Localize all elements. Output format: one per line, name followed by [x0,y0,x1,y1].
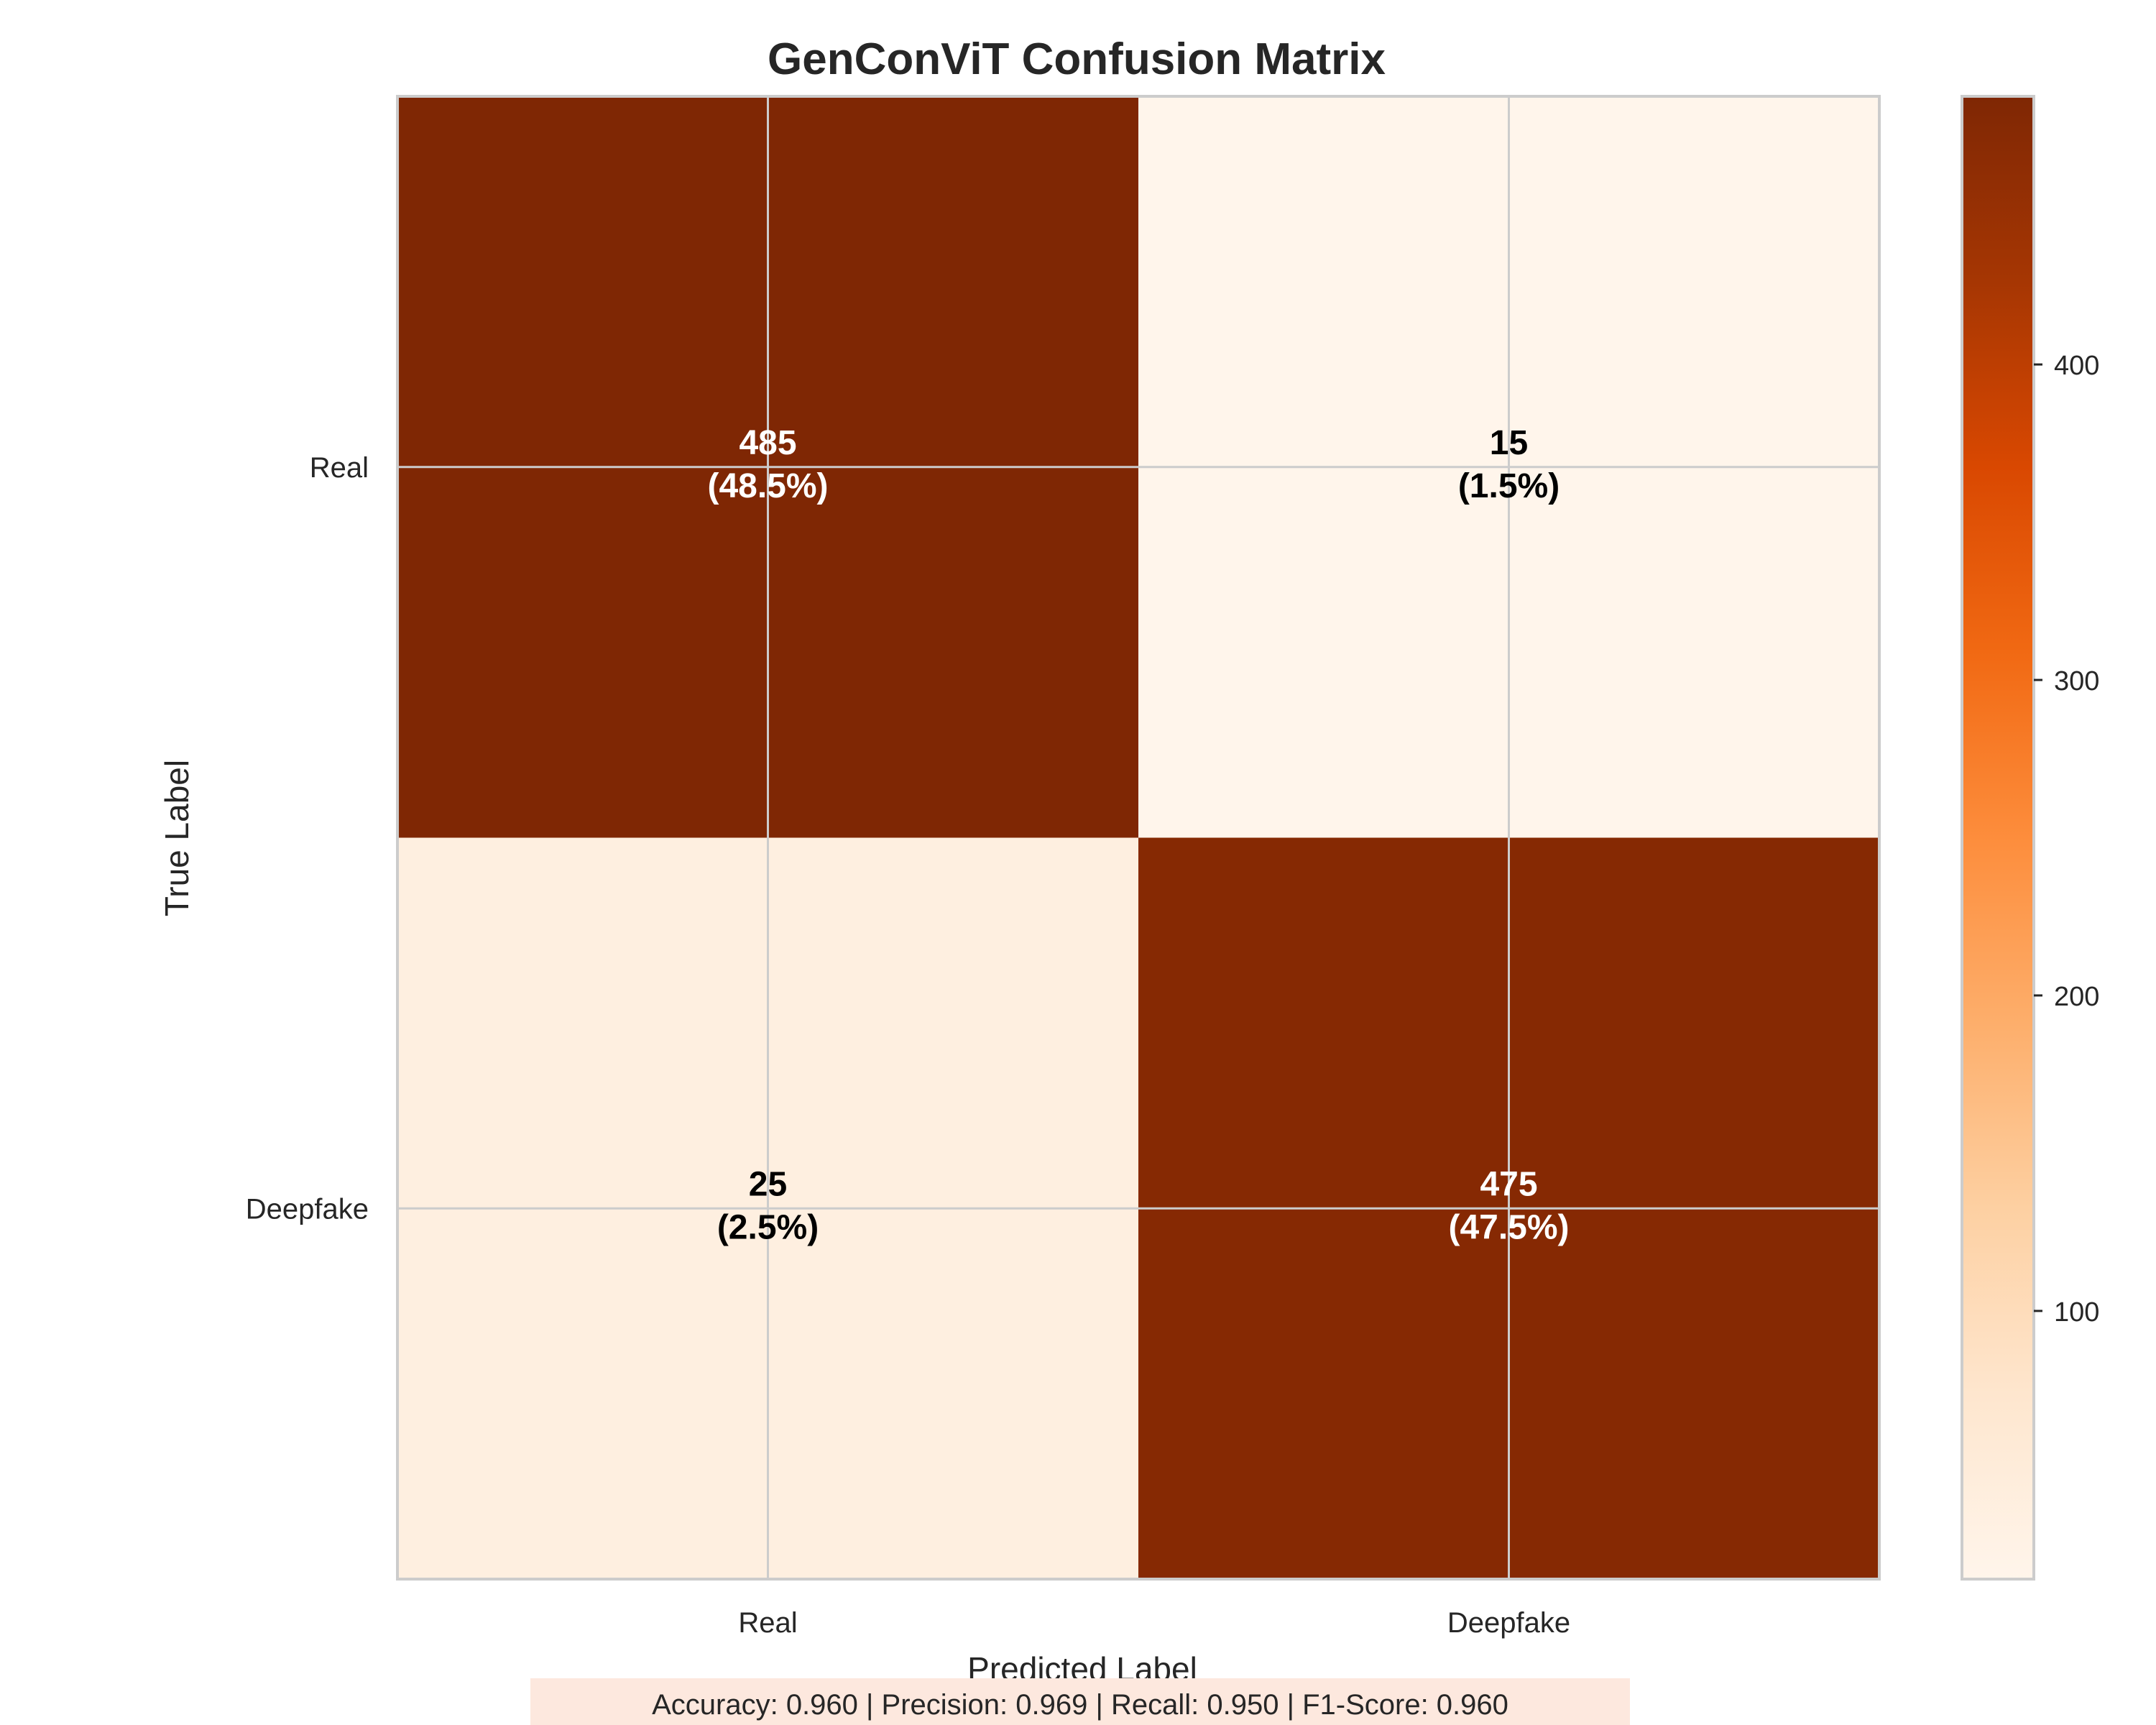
y-tick-labels: Real Deepfake [246,452,369,1225]
x-tick-label: Deepfake [1447,1607,1570,1639]
colorbar-tick-label: 200 [2054,982,2099,1012]
cell-percent-label: (47.5%) [1448,1208,1569,1246]
heatmap-cells [397,96,1879,1579]
y-tick-label: Deepfake [246,1193,369,1225]
metrics-box [530,1678,1630,1725]
cell-count-label: 15 [1490,424,1528,462]
cell-count-label: 475 [1480,1165,1537,1203]
cell-percent-label: (48.5%) [707,467,828,505]
gridlines [397,96,1879,1579]
x-tick-label: Real [738,1607,797,1639]
chart-title: GenConViT Confusion Matrix [768,34,1386,84]
cell-count-label: 25 [749,1165,787,1203]
y-tick-label: Real [310,452,369,484]
colorbar-tick-label: 300 [2054,666,2099,696]
cell-percent-label: (1.5%) [1458,467,1560,505]
colorbar [1961,95,2035,1581]
colorbar-tick-label: 400 [2054,351,2099,381]
cell-percent-label: (2.5%) [717,1208,819,1246]
x-tick-labels: Real Deepfake [738,1607,1570,1639]
y-axis-label: True Label [158,760,195,916]
colorbar-ticks: 100 200 300 400 [2034,351,2099,1328]
cell-labels: 485 (48.5%) 15 (1.5%) 25 (2.5%) 475 (47.5%) [707,424,1569,1247]
metrics-text: Accuracy: 0.960 | Precision: 0.969 | Rec… [652,1689,1508,1721]
colorbar-tick-label: 100 [2054,1297,2099,1328]
cell-count-label: 485 [739,424,796,462]
plot-frame [396,95,1881,1581]
